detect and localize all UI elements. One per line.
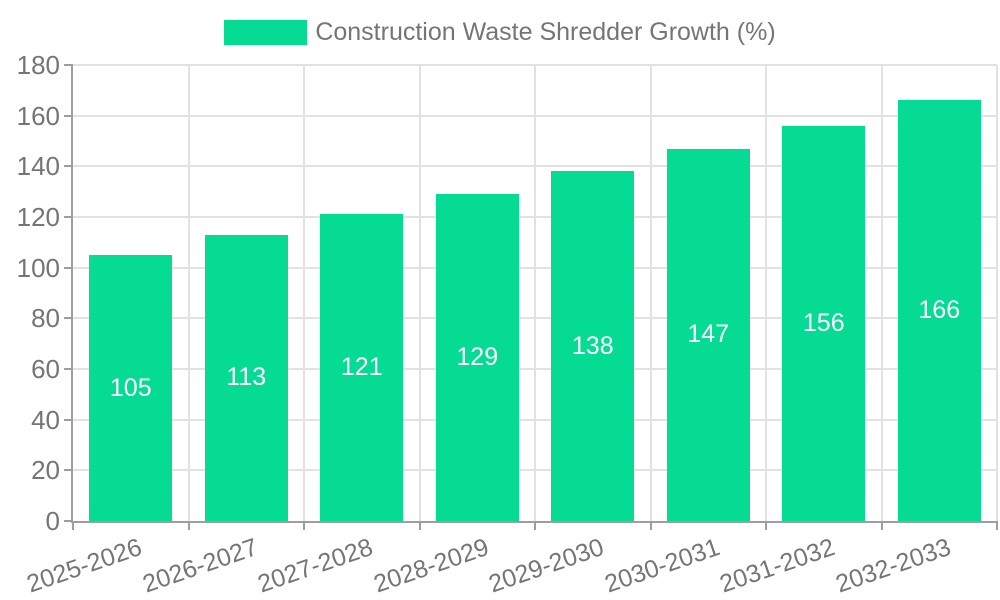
- bar-2028-2029[interactable]: 129: [435, 194, 519, 521]
- y-axis-tick-label: 20: [31, 455, 60, 486]
- x-axis-tick: [996, 521, 998, 530]
- gridline-vertical: [880, 65, 883, 521]
- x-axis-tick-label: 2025-2026: [23, 533, 146, 599]
- gridline-vertical: [765, 65, 767, 521]
- y-axis-tick: [64, 266, 73, 269]
- y-axis-tick-label: 160: [16, 100, 60, 131]
- y-axis-tick-label: 60: [31, 354, 60, 384]
- bar-value-label: 138: [571, 331, 614, 360]
- bar-value-label: 113: [226, 363, 267, 392]
- x-axis-tick: [72, 521, 74, 530]
- y-axis-tick: [64, 165, 73, 168]
- y-axis-tick: [64, 317, 73, 320]
- legend-swatch-icon: [224, 20, 308, 45]
- y-axis-tick-label: 140: [16, 151, 60, 182]
- y-axis-tick-label: 80: [31, 303, 60, 334]
- gridline-vertical: [418, 65, 421, 521]
- y-axis-tick: [64, 114, 73, 117]
- x-axis-tick-label: 2031-2032: [716, 533, 839, 599]
- gridline-vertical: [996, 65, 998, 521]
- gridline-vertical: [187, 65, 190, 521]
- y-axis-tick: [64, 216, 73, 218]
- y-axis-tick: [64, 64, 73, 66]
- bar-2026-2027[interactable]: 113: [204, 234, 288, 521]
- bar-value-label: 129: [456, 343, 499, 372]
- bar-value-label: 156: [802, 308, 845, 337]
- bar-2029-2030[interactable]: 138: [551, 171, 635, 521]
- x-axis-tick: [649, 521, 652, 530]
- gridline-vertical: [649, 65, 652, 521]
- bar-value-label: 166: [918, 296, 961, 325]
- y-axis-tick-label: 100: [16, 252, 60, 283]
- y-axis-tick: [64, 469, 73, 472]
- x-axis-tick-label: 2027-2028: [254, 533, 377, 599]
- bar-2031-2032[interactable]: 156: [782, 125, 866, 521]
- gridline-vertical: [534, 65, 536, 521]
- y-axis-line: [71, 65, 73, 523]
- x-axis-tick-label: 2029-2030: [485, 533, 608, 599]
- y-axis-tick: [64, 520, 73, 522]
- bar-value-label: 121: [340, 353, 383, 382]
- gridline-vertical: [303, 65, 305, 521]
- x-axis-tick-label: 2030-2031: [600, 533, 724, 599]
- bar-2025-2026[interactable]: 105: [89, 255, 173, 521]
- y-axis-tick: [64, 368, 73, 370]
- y-axis-tick-label: 120: [16, 202, 60, 232]
- y-axis-tick-label: 40: [31, 404, 60, 435]
- x-axis-tick: [880, 521, 883, 530]
- bar-value-label: 147: [687, 320, 730, 349]
- bar-2032-2033[interactable]: 166: [897, 100, 981, 521]
- y-axis-tick-label: 0: [45, 506, 60, 536]
- bar-2030-2031[interactable]: 147: [666, 148, 750, 521]
- y-axis-tick: [64, 418, 73, 421]
- bar-2027-2028[interactable]: 121: [320, 214, 404, 521]
- x-axis-tick: [765, 521, 767, 530]
- y-axis-tick-label: 180: [16, 50, 60, 80]
- x-axis-tick-label: 2032-2033: [831, 533, 955, 599]
- x-axis-tick-label: 2028-2029: [369, 533, 493, 599]
- chart-legend[interactable]: Construction Waste Shredder Growth (%): [0, 19, 1000, 46]
- x-axis-tick: [303, 521, 305, 530]
- x-axis-tick: [187, 521, 190, 530]
- legend-label: Construction Waste Shredder Growth (%): [315, 18, 776, 46]
- x-axis-tick: [534, 521, 536, 530]
- x-axis-tick: [418, 521, 421, 530]
- bar-value-label: 105: [109, 373, 152, 402]
- x-axis-tick-label: 2026-2027: [138, 533, 262, 599]
